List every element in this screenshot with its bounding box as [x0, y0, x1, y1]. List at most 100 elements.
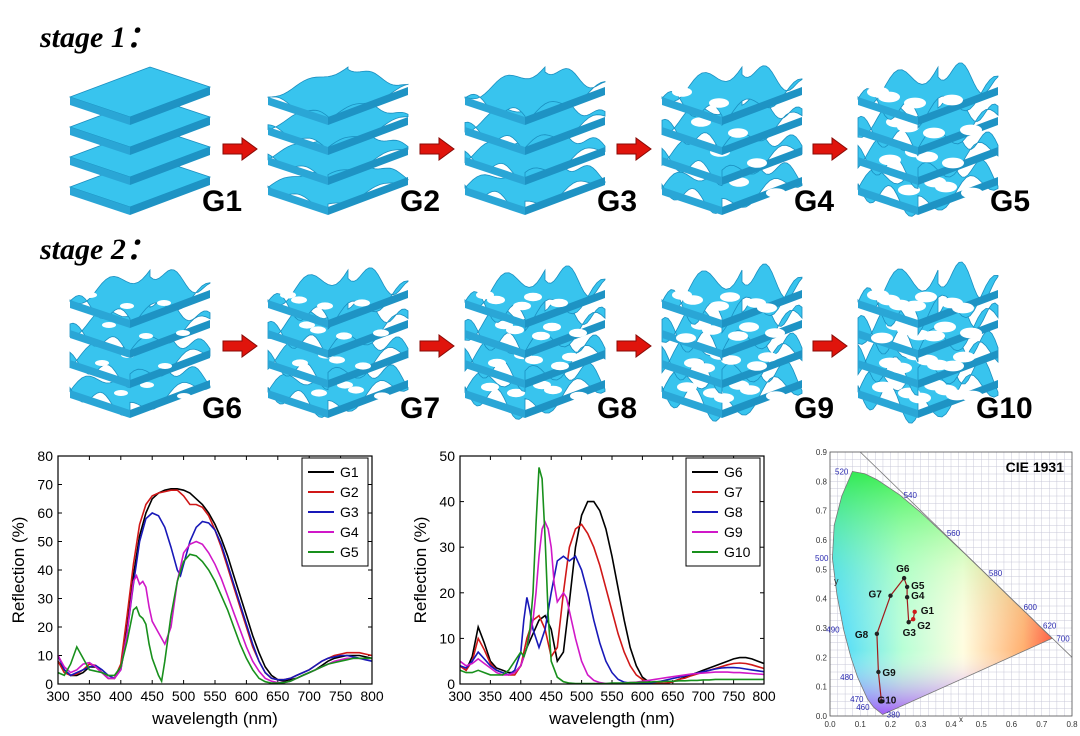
structure-pore — [766, 391, 786, 401]
x-tick-label: 550 — [600, 688, 624, 704]
wavelength-label: 580 — [989, 569, 1003, 578]
x-axis-label: x — [959, 715, 963, 724]
y-tick-label: 50 — [37, 534, 53, 550]
x-tick-label: 500 — [570, 688, 594, 704]
legend-label: G8 — [724, 504, 743, 520]
y-tick-label: 30 — [37, 591, 53, 607]
point-g5 — [904, 584, 910, 590]
structure-pore — [904, 97, 926, 109]
structure-pore — [481, 382, 499, 392]
structure-layer-edge — [268, 97, 328, 125]
structure-g8 — [464, 265, 606, 420]
stage1-label: stage 1： — [40, 21, 156, 54]
structure-layer-edge — [722, 117, 802, 155]
structure-layer-edge — [722, 380, 802, 418]
structure-pore — [329, 356, 345, 364]
structure-pore — [765, 328, 785, 338]
point-label: G3 — [903, 628, 917, 639]
structure-layer-edge — [722, 320, 802, 358]
x-axis-label: wavelength (nm) — [548, 709, 675, 728]
structure-g3 — [464, 66, 606, 215]
x-tick-label: 400 — [509, 688, 533, 704]
structure-layer-edge — [130, 380, 210, 418]
arrow-right-icon — [222, 137, 258, 161]
structure-layer-edge — [858, 187, 918, 215]
structure-label: G3 — [597, 185, 638, 218]
structure-pore — [299, 321, 315, 329]
structure-layer-edge — [130, 117, 210, 155]
structure-layer-edge — [328, 177, 408, 215]
structure-layer-edge — [130, 320, 210, 358]
structure-pore — [747, 361, 767, 371]
structure-pore — [311, 389, 327, 397]
legend-label: G6 — [724, 464, 743, 480]
x-tick-label: 600 — [235, 688, 259, 704]
structure-pore — [177, 393, 191, 399]
structure-label: G5 — [990, 185, 1031, 218]
point-label: G2 — [917, 621, 931, 632]
structure-layer-edge — [70, 360, 130, 388]
structure-pore — [114, 390, 128, 396]
structure-pore — [280, 291, 296, 299]
legend-label: G4 — [340, 524, 359, 540]
structure-pore — [487, 295, 505, 305]
legend-label: G10 — [724, 544, 751, 560]
y-tick-label: 60 — [37, 505, 53, 521]
y-tick-label: 40 — [439, 494, 455, 510]
structure-layer-edge — [130, 147, 210, 185]
structure-pore — [570, 391, 588, 401]
reflection-chart-stage1: 300 350 400 450 500 550 600 650 700 750 800 0 10 20 30… — [9, 448, 384, 728]
y-tick-label: 70 — [37, 477, 53, 493]
x-tick-label: 0.5 — [976, 720, 988, 729]
point-g3 — [906, 619, 911, 625]
arrow-right-icon — [419, 334, 455, 358]
plot-frame — [829, 451, 1073, 717]
legend-label: G3 — [340, 504, 359, 520]
structure-pore — [871, 332, 893, 344]
y-tick-label: 0.8 — [816, 477, 828, 486]
x-tick-label: 350 — [479, 688, 503, 704]
wavelength-label: 520 — [835, 467, 849, 476]
structure-pore — [915, 291, 937, 303]
structure-pore — [139, 333, 153, 339]
structure-pore — [952, 302, 974, 314]
structure-pore — [879, 154, 901, 166]
structure-pore — [525, 355, 543, 365]
structure-layer-edge — [328, 87, 408, 125]
y-tick-label: 10 — [439, 630, 455, 646]
structure-layer-edge — [268, 360, 328, 388]
structure-pore — [757, 303, 777, 313]
structure-pore — [960, 327, 982, 339]
wavelength-label: 540 — [904, 491, 918, 500]
structure-layer-edge — [662, 360, 722, 388]
structure-layer-edge — [525, 117, 605, 155]
structure-pore — [543, 322, 561, 332]
structure-layer-edge — [858, 97, 918, 125]
structure-layer-edge — [465, 157, 525, 185]
wavelength-label: 460 — [856, 703, 870, 712]
structure-pore — [513, 301, 531, 311]
structure-layer-edge — [465, 390, 525, 418]
structure-pore — [720, 292, 740, 302]
structure-layer-edge — [525, 320, 605, 358]
structure-pore — [373, 329, 389, 337]
plot-frame — [57, 455, 373, 685]
structure-layer-edge — [858, 300, 918, 328]
structure-layer-edge — [525, 380, 605, 418]
x-tick-label: 450 — [141, 688, 165, 704]
point-label: G9 — [882, 668, 896, 679]
point-label: G4 — [911, 591, 925, 602]
x-tick-label: 650 — [661, 688, 685, 704]
wavelength-label: 620 — [1043, 622, 1057, 631]
diagonal-line — [859, 451, 1073, 658]
structure-layer-edge — [465, 127, 525, 155]
y-tick-label: 80 — [37, 448, 53, 464]
structure-layer-edge — [662, 300, 722, 328]
structure-g1 — [68, 66, 212, 215]
structure-layer-edge — [662, 157, 722, 185]
structure-pore — [728, 128, 748, 138]
x-tick-label: 0.6 — [1006, 720, 1018, 729]
structure-pore — [488, 358, 506, 368]
structure-layer-edge — [858, 390, 918, 418]
x-tick-label: 750 — [722, 688, 746, 704]
